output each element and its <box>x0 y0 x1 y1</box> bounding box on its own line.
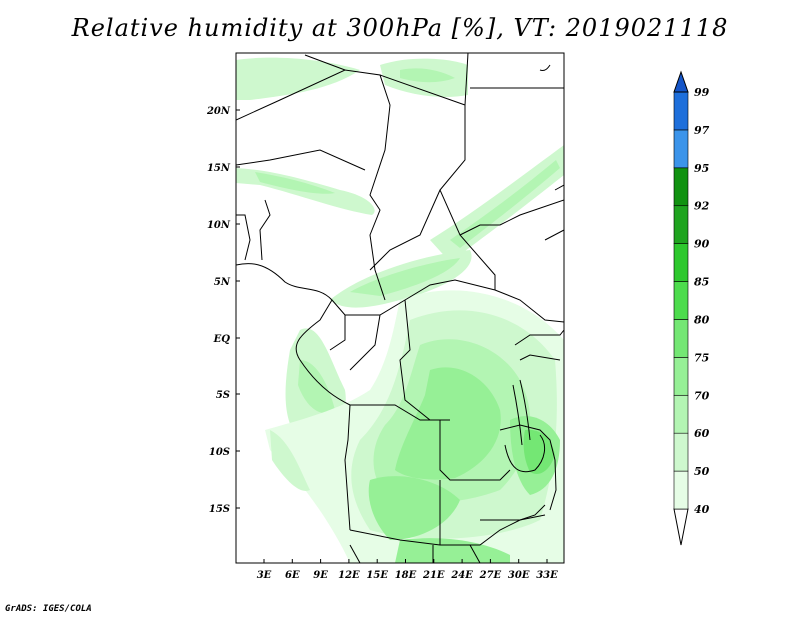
lon-label: 33E <box>536 570 558 581</box>
colorbar-arrow-low <box>673 508 689 546</box>
colorbar-segment <box>673 243 689 282</box>
lat-label: 20N <box>206 106 231 117</box>
lat-label: 10N <box>207 220 231 231</box>
latitude-labels: 20N 15N 10N 5N EQ 5S 10S 15S <box>206 106 240 515</box>
lat-label: 5S <box>216 390 230 401</box>
colorbar: 40 50 60 70 75 80 85 90 92 95 97 99 <box>673 70 710 546</box>
colorbar-segment <box>673 167 689 207</box>
colorbar-label: 40 <box>694 503 710 516</box>
colorbar-segment <box>673 205 689 244</box>
colorbar-segment <box>673 357 689 396</box>
lat-label: EQ <box>213 334 231 345</box>
lon-label: 6E <box>285 570 300 581</box>
lon-label: 30E <box>508 570 530 581</box>
colorbar-label: 75 <box>694 351 709 364</box>
lon-label: 21E <box>422 570 445 581</box>
country-borders <box>236 53 564 563</box>
lat-label: 10S <box>209 447 230 458</box>
colorbar-label: 97 <box>694 124 710 137</box>
lon-label: 9E <box>313 570 328 581</box>
colorbar-label: 92 <box>694 200 710 213</box>
lat-label: 15N <box>207 163 231 174</box>
lon-label: 15E <box>366 570 388 581</box>
lon-label: 24E <box>450 570 473 581</box>
colorbar-label: 80 <box>694 313 710 326</box>
colorbar-segment <box>673 91 689 131</box>
lon-label: 12E <box>338 570 360 581</box>
colorbar-segment <box>673 129 689 169</box>
colorbar-label: 90 <box>694 238 710 251</box>
colorbar-label: 70 <box>694 389 710 402</box>
colorbar-segment <box>673 432 689 472</box>
colorbar-segment <box>673 470 689 510</box>
footer-credit: GrADS: IGES/COLA <box>5 604 92 614</box>
colorbar-label: 99 <box>694 86 710 99</box>
colorbar-arrow-high <box>673 70 689 93</box>
lon-label: 3E <box>257 570 272 581</box>
lon-label: 27E <box>479 570 502 581</box>
map-title: Relative humidity at 300hPa [%], VT: 201… <box>71 14 729 42</box>
map-frame <box>235 52 565 564</box>
colorbar-label: 95 <box>694 162 709 175</box>
colorbar-label: 50 <box>694 465 710 478</box>
lat-label: 15S <box>209 504 230 515</box>
colorbar-segment <box>673 281 689 320</box>
colorbar-label: 60 <box>694 427 710 440</box>
colorbar-segment <box>673 319 689 358</box>
longitude-labels: 3E 6E 9E 12E 15E 18E 21E 24E 27E 30E 33E <box>257 559 558 581</box>
colorbar-segment <box>673 394 689 434</box>
humidity-shading <box>236 57 564 563</box>
lat-label: 5N <box>214 277 231 288</box>
lon-label: 18E <box>395 570 417 581</box>
colorbar-label: 85 <box>694 276 709 289</box>
